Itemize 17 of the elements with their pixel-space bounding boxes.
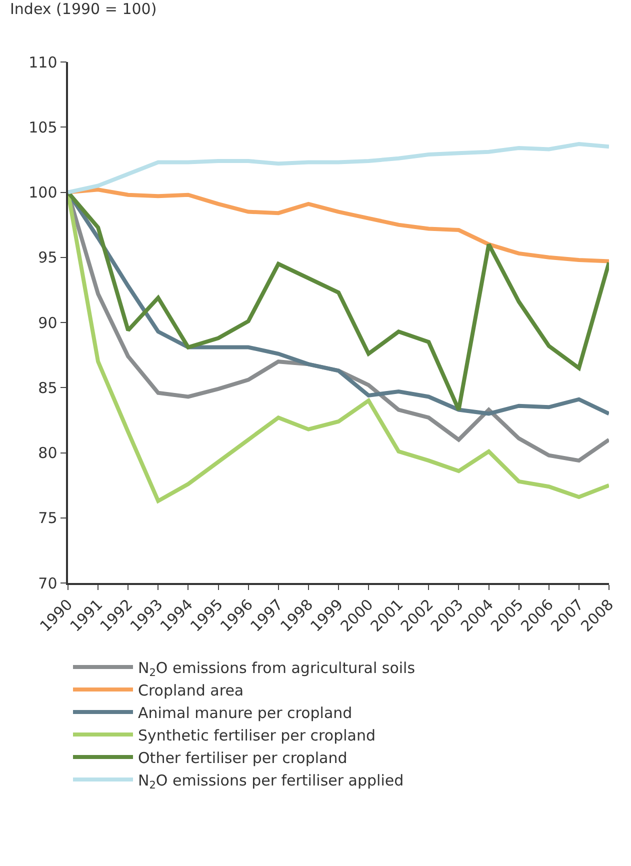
y-tick-label: 85: [38, 378, 58, 397]
legend-label: N$_{2}$O emissions from agricultural soils: [138, 658, 416, 679]
legend-label: N$_{2}$O emissions per fertiliser applied: [138, 771, 404, 792]
line-series: [68, 142, 609, 194]
y-tick-label: 110: [28, 53, 58, 72]
y-tick-label: 75: [38, 509, 58, 528]
y-tick-label: 80: [38, 444, 58, 462]
y-axis-title: Index (1990 = 100): [10, 0, 157, 18]
y-tick-label: 70: [38, 574, 58, 592]
y-tick-label: 90: [38, 314, 58, 332]
y-tick-label: 95: [38, 248, 58, 267]
legend-label: Other fertiliser per cropland: [138, 748, 348, 767]
legend-label: Synthetic fertiliser per cropland: [138, 726, 376, 744]
y-tick-label: 105: [28, 118, 58, 136]
legend-label: Animal manure per cropland: [138, 704, 352, 722]
y-tick-label: 100: [28, 184, 58, 202]
legend-label: Cropland area: [138, 681, 244, 700]
